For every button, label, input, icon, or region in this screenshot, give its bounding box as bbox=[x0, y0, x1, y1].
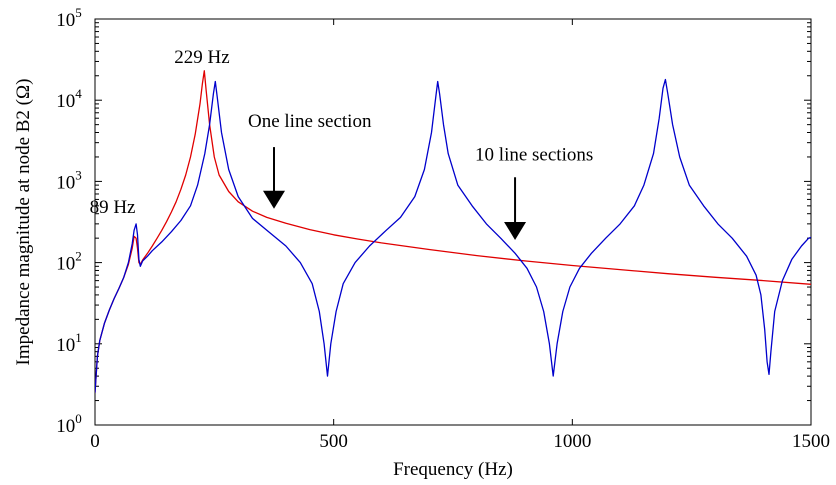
y-tick-label: 100 bbox=[56, 411, 82, 437]
x-axis-label: Frequency (Hz) bbox=[393, 459, 513, 480]
annotation-ten-line-sections: 10 line sections bbox=[475, 144, 593, 165]
y-tick-label: 103 bbox=[56, 167, 82, 193]
y-tick-label: 104 bbox=[56, 86, 82, 112]
plot-frame bbox=[94, 18, 812, 426]
arrow-head-one-line bbox=[263, 190, 285, 209]
y-tick-label: 101 bbox=[56, 330, 82, 356]
arrow-head-ten-lines bbox=[504, 221, 527, 240]
series-ten-line-sections bbox=[95, 78, 811, 393]
y-axis-ticks: 100 101 102 103 104 105 bbox=[56, 5, 811, 437]
x-axis-ticks: 0 500 1000 1500 bbox=[90, 19, 830, 452]
y-axis-label: Impedance magnitude at node B2 (Ω) bbox=[13, 79, 34, 366]
annotation-229hz: 229 Hz bbox=[174, 47, 229, 68]
annotations-group: 89 Hz 229 Hz One line section 10 line secti… bbox=[90, 47, 593, 240]
y-tick-label: 105 bbox=[56, 5, 82, 31]
series-group bbox=[95, 70, 811, 393]
annotation-one-line-section: One line section bbox=[248, 111, 372, 132]
x-tick-label: 0 bbox=[90, 431, 100, 452]
series-one-line-section bbox=[95, 70, 811, 393]
x-tick-label: 500 bbox=[319, 431, 348, 452]
x-tick-label: 1500 bbox=[792, 431, 830, 452]
annotation-89hz: 89 Hz bbox=[90, 197, 136, 218]
y-tick-label: 102 bbox=[56, 249, 82, 275]
x-tick-label: 1000 bbox=[553, 431, 591, 452]
